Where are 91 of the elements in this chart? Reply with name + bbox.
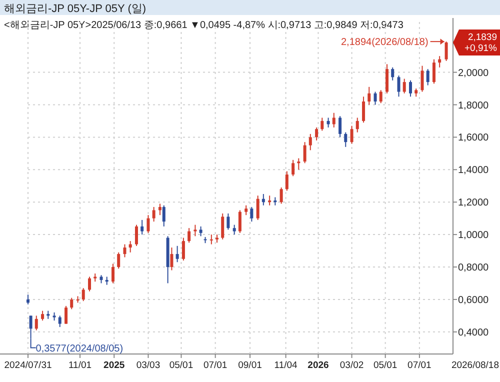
candlestick: [170, 247, 174, 271]
candlestick: [386, 64, 389, 94]
y-tick-label: 1,4000: [458, 165, 490, 176]
candlestick: [379, 90, 382, 104]
candlestick: [297, 158, 300, 170]
y-tick-label: 2,0000: [458, 68, 490, 79]
candlestick: [315, 126, 318, 141]
candlestick: [34, 315, 38, 331]
x-tick-label: 11/04: [274, 360, 298, 371]
y-tick-label: 1,2000: [458, 198, 490, 209]
candlestick: [26, 294, 30, 305]
candlestick: [368, 86, 371, 106]
text: 2026/08/18: [451, 360, 499, 371]
candlestick: [140, 219, 144, 236]
candlestick: [268, 195, 272, 206]
x-tick-label: 2026: [308, 360, 329, 371]
candlestick: [41, 310, 44, 322]
price-tag: 2,1839 +0,91%: [453, 29, 500, 56]
candlestick: [444, 41, 448, 62]
candlestick: [128, 240, 132, 253]
candlestick: [374, 91, 377, 106]
x-tick-label: 05/01: [373, 360, 398, 371]
x-tick-label: 03/02: [340, 360, 364, 371]
x-tick-label: 07/01: [203, 360, 228, 371]
candlestick: [303, 142, 306, 164]
candlestick: [402, 78, 406, 94]
candlestick: [70, 297, 74, 310]
y-tick-label: 0,6000: [458, 294, 490, 306]
candlestick: [320, 117, 324, 132]
candlestick: [117, 252, 120, 270]
candlestick: [244, 204, 248, 216]
annotation: 2,1894(2026/08/18): [340, 37, 428, 48]
candlestick: [326, 117, 330, 128]
y-tick-label: 1,0000: [458, 230, 490, 242]
x-tick-label: 09/01: [238, 360, 262, 371]
candlestick: [391, 66, 394, 81]
candlestick: [438, 56, 442, 68]
candlestick: [232, 224, 236, 236]
x-tick-label: 07/01: [408, 360, 432, 371]
candlestick: [176, 245, 179, 263]
candlestick: [285, 170, 288, 192]
candlestick: [199, 226, 202, 237]
candlestick: [188, 228, 191, 244]
candlestick: [194, 224, 197, 237]
candlestick: [362, 96, 366, 124]
candlestick: [162, 204, 166, 227]
candlestick: [426, 68, 430, 86]
y-tick-label: 0,4000: [458, 327, 490, 338]
annotation: 0,3577(2024/08/05): [36, 343, 124, 354]
candlestick: [238, 210, 242, 234]
y-tick-label: 1,8000: [458, 100, 490, 112]
candlestick: [158, 203, 162, 216]
candlestick: [409, 80, 412, 98]
annotation: 2,1839 +0,91%: [464, 32, 498, 54]
candlestick: [256, 195, 260, 220]
subtitle: <해외금리-JP 05Y>2025/06/13 종:0,9661 ▼0,0495 -4,87% 시:0,9713 고:0,9849 저:0,9473: [4, 20, 404, 31]
candlestick: [82, 288, 85, 302]
candlestick: [221, 212, 224, 240]
y-tick-label: 0,8000: [458, 262, 490, 274]
candlestick: [338, 116, 342, 138]
candlestick: [262, 193, 265, 206]
candlestick: [146, 214, 150, 234]
candlestick: [432, 58, 436, 84]
candlestick: [250, 206, 254, 222]
x-tick-label: 2025: [104, 360, 126, 371]
candlestick: [88, 276, 92, 292]
candlestick: [123, 244, 126, 258]
candlestick: [182, 237, 185, 262]
candlestick: [64, 305, 68, 324]
candlestick: [58, 315, 62, 328]
candlestick: [226, 212, 230, 230]
candlestick: [292, 159, 295, 177]
candlestick: [308, 133, 312, 151]
candlestick: [280, 187, 283, 204]
x-tick-label: 11/01: [68, 360, 92, 371]
candlestick: [397, 75, 400, 98]
title: 해외금리-JP 05Y-JP 05Y (일): [4, 3, 146, 15]
candlestick: [350, 125, 354, 144]
candlestick: [344, 132, 348, 148]
x-tick-label: 2024/07/31: [4, 360, 52, 371]
candlestick: [112, 263, 114, 284]
candlestick: [420, 65, 424, 92]
candlestick: [332, 112, 336, 128]
x-tick-label: 03/03: [136, 360, 160, 371]
candlestick: [152, 206, 156, 222]
candlestick: [356, 117, 359, 133]
x-tick-label: 05/01: [169, 360, 194, 371]
y-tick-label: 1,6000: [458, 132, 490, 144]
candlestick: [134, 224, 138, 246]
candlestick: [29, 315, 32, 340]
candlestick: [210, 234, 213, 245]
